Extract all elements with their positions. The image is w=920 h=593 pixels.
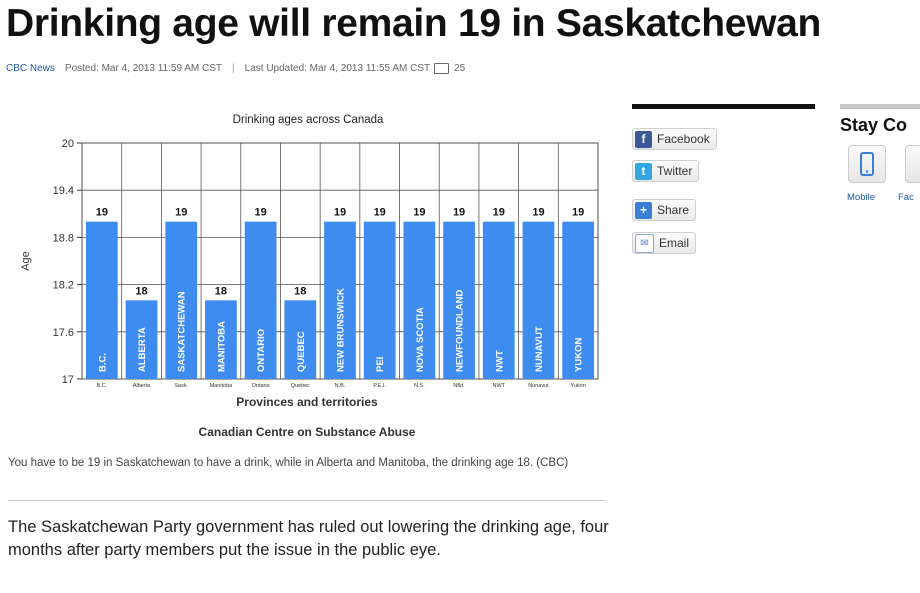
twitter-share-button[interactable]: t Twitter — [632, 160, 700, 182]
bar-category-label: QUEBEC — [296, 331, 307, 372]
bar-value-label: 19 — [374, 207, 386, 219]
x-tick-label: Alberta — [133, 383, 151, 389]
bar-yukon — [562, 221, 595, 379]
bar-manitoba — [205, 300, 237, 379]
bar-nwt — [482, 221, 515, 379]
bar-category-label: YUKON — [574, 338, 585, 372]
email-icon: ✉ — [635, 233, 654, 253]
x-tick-label: Yukon — [571, 383, 586, 389]
bar-pei — [363, 221, 396, 379]
x-tick-label: N.S. — [414, 383, 425, 389]
y-tick-label: 17 — [62, 374, 74, 386]
source-link[interactable]: CBC News — [6, 63, 55, 74]
bar-value-label: 19 — [413, 207, 425, 219]
share-label: Share — [657, 203, 690, 217]
bar-nunavut — [522, 221, 555, 379]
mobile-label[interactable]: Mobile — [847, 192, 875, 203]
comment-icon[interactable] — [434, 63, 450, 74]
twitter-share-label: Twitter — [657, 164, 693, 178]
bar-value-label: 19 — [572, 207, 584, 219]
mobile-app-button[interactable] — [848, 145, 886, 183]
twitter-icon: t — [635, 162, 652, 180]
y-tick-label: 19.4 — [53, 185, 74, 197]
caption-divider — [8, 500, 606, 501]
bar-category-label: NOVA SCOTIA — [415, 307, 426, 372]
bar-ontario — [244, 221, 277, 379]
bar-alberta — [125, 300, 158, 379]
y-tick-label: 18.2 — [53, 280, 74, 292]
share-divider — [632, 104, 815, 109]
x-tick-label: Ontario — [252, 383, 270, 389]
x-axis-label: Provinces and territories — [236, 395, 378, 409]
bar-newfoundland — [443, 221, 475, 379]
bar-value-label: 19 — [96, 207, 108, 219]
y-tick-label: 18.8 — [53, 232, 74, 244]
x-tick-label: B.C. — [96, 383, 107, 389]
chart-title: Drinking ages across Canada — [233, 114, 384, 126]
bar-value-label: 19 — [493, 207, 505, 219]
posted-date: Posted: Mar 4, 2013 11:59 AM CST — [64, 63, 223, 74]
bar-value-label: 19 — [334, 207, 346, 219]
x-tick-label: NWT — [493, 383, 506, 389]
x-tick-label: Manitoba — [210, 383, 234, 389]
updated-date: Last Updated: Mar 4, 2013 11:55 AM CST — [244, 63, 431, 74]
facebook-share-label: Facebook — [657, 132, 710, 146]
facebook-share-button[interactable]: f Facebook — [632, 128, 717, 150]
bar-value-label: 19 — [175, 207, 187, 219]
bar-category-label: ONTARIO — [256, 329, 267, 372]
share-plus-icon: + — [635, 201, 652, 219]
bar-value-label: 19 — [254, 207, 266, 219]
bar-category-label: NUNAVUT — [534, 326, 545, 372]
bar-value-label: 18 — [135, 285, 147, 297]
article-headline: Drinking age will remain 19 in Saskatche… — [6, 2, 822, 45]
bar-saskatchewan — [165, 221, 198, 379]
bar-category-label: MANITOBA — [216, 321, 227, 372]
stay-connected-title: Stay Co — [840, 115, 908, 135]
x-tick-label: P.E.I. — [373, 383, 386, 389]
bar-quebec — [284, 300, 317, 379]
byline-separator: | — [232, 63, 235, 74]
stay-connected-divider — [840, 104, 920, 109]
chart-svg: Drinking ages across Canada 17 17.6 18.2 18.… — [20, 114, 599, 439]
bar-category-label: B.C. — [97, 353, 108, 372]
x-tick-label: Nunavut — [528, 383, 549, 389]
mobile-phone-icon — [860, 152, 874, 176]
bar-b-c- — [85, 221, 118, 379]
bar-value-label: 18 — [294, 285, 306, 297]
x-tick-label: Quebec — [291, 383, 311, 389]
bar-value-label: 19 — [453, 207, 465, 219]
bar-nova-scotia — [403, 221, 436, 379]
y-tick-label: 17.6 — [53, 327, 74, 339]
article-body: The Saskatchewan Party government has ru… — [8, 518, 609, 559]
bar-category-label: NWT — [494, 350, 505, 372]
email-share-button[interactable]: ✉ Email — [632, 232, 697, 254]
drinking-age-chart: Drinking ages across Canada 17 17.6 18.2 18.… — [0, 100, 620, 450]
facebook-icon: f — [635, 130, 652, 148]
y-axis-label: Age — [20, 251, 32, 271]
facebook-follow-label[interactable]: Fac — [898, 192, 914, 203]
email-share-label: Email — [659, 236, 690, 250]
bar-category-label: PEI — [375, 357, 386, 372]
x-tick-label: Nfld. — [453, 383, 465, 389]
x-tick-label: Sask. — [174, 383, 188, 389]
bar-value-label: 18 — [215, 285, 227, 297]
bar-value-label: 19 — [532, 207, 544, 219]
y-tick-label: 20 — [62, 138, 74, 150]
share-button[interactable]: + Share — [632, 199, 697, 221]
comment-count[interactable]: 25 — [454, 63, 466, 74]
photo-caption: You have to be 19 in Saskatchewan to hav… — [8, 457, 569, 469]
bar-category-label: NEWFOUNDLAND — [455, 290, 466, 372]
x-tick-label: N.B. — [335, 383, 346, 389]
byline: CBC News Posted: Mar 4, 2013 11:59 AM CS… — [6, 63, 465, 74]
bar-category-label: NEW BRUNSWICK — [336, 288, 347, 372]
facebook-follow-button[interactable] — [905, 145, 920, 183]
bar-new-brunswick — [324, 221, 356, 379]
bar-category-label: SASKATCHEWAN — [177, 291, 188, 372]
bar-category-label: ALBERTA — [137, 327, 148, 372]
chart-source: Canadian Centre on Substance Abuse — [199, 425, 416, 439]
